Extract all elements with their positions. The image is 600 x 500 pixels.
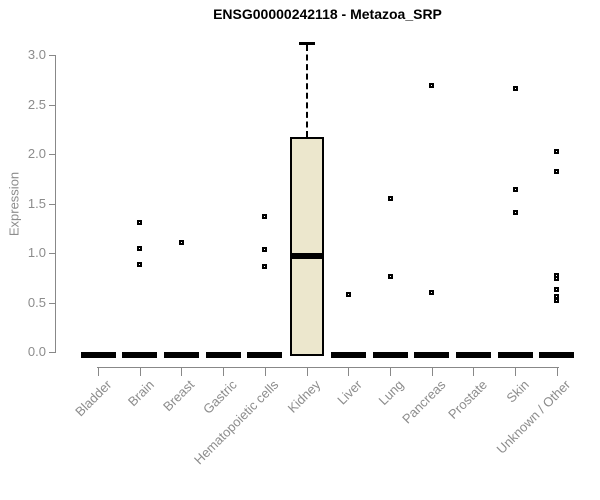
x-axis-line xyxy=(97,367,559,368)
x-category-label: Gastric xyxy=(199,377,240,417)
y-tick xyxy=(49,253,55,254)
y-tick xyxy=(49,154,55,155)
y-tick-label: 1.0 xyxy=(27,245,46,260)
outlier-point xyxy=(346,292,351,297)
x-tick xyxy=(432,367,433,376)
y-tick xyxy=(49,105,55,106)
y-tick xyxy=(49,352,55,353)
boxplot-zero-bar xyxy=(331,352,366,358)
outlier-point xyxy=(513,86,518,91)
y-tick xyxy=(49,204,55,205)
x-tick xyxy=(98,367,99,376)
y-tick xyxy=(49,55,55,56)
boxplot-median xyxy=(290,253,324,259)
outlier-point xyxy=(513,210,518,215)
x-tick xyxy=(223,367,224,376)
y-tick-label: 2.0 xyxy=(27,146,46,161)
x-tick xyxy=(390,367,391,376)
x-category-label: Prostate xyxy=(444,377,490,422)
boxplot-box xyxy=(290,137,324,356)
outlier-point xyxy=(554,287,559,292)
boxplot-zero-bar xyxy=(122,352,157,358)
chart-title: ENSG00000242118 - Metazoa_SRP xyxy=(213,6,442,22)
y-axis-label: Expression xyxy=(6,171,22,237)
boxplot-zero-bar xyxy=(456,352,491,358)
y-tick-label: 1.5 xyxy=(27,196,46,211)
boxplot-zero-bar xyxy=(498,352,533,358)
outlier-point xyxy=(554,276,559,281)
x-tick xyxy=(140,367,141,376)
outlier-point xyxy=(429,290,434,295)
outlier-point xyxy=(262,214,267,219)
boxplot-zero-bar xyxy=(81,352,116,358)
y-tick xyxy=(49,303,55,304)
y-tick-label: 3.0 xyxy=(27,47,46,62)
x-category-label: Lung xyxy=(375,377,407,409)
x-tick xyxy=(265,367,266,376)
x-category-label: Breast xyxy=(160,377,198,415)
outlier-point xyxy=(262,247,267,252)
y-tick-label: 0.0 xyxy=(27,344,46,359)
x-tick xyxy=(473,367,474,376)
boxplot-whisker xyxy=(306,45,308,137)
boxplot-zero-bar xyxy=(373,352,408,358)
x-category-label: Kidney xyxy=(284,377,324,416)
outlier-point xyxy=(137,246,142,251)
y-axis-line xyxy=(55,55,56,353)
boxplot-whisker-cap xyxy=(299,42,315,45)
boxplot-zero-bar xyxy=(164,352,199,358)
boxplot-zero-bar xyxy=(247,352,282,358)
x-tick xyxy=(515,367,516,376)
outlier-point xyxy=(554,149,559,154)
outlier-point xyxy=(137,262,142,267)
x-category-label: Liver xyxy=(334,377,365,408)
outlier-point xyxy=(137,220,142,225)
y-tick-label: 2.5 xyxy=(27,97,46,112)
outlier-point xyxy=(429,83,434,88)
x-tick xyxy=(557,367,558,376)
boxplot-zero-bar xyxy=(539,352,574,358)
boxplot-zero-bar xyxy=(414,352,449,358)
boxplot-zero-bar xyxy=(206,352,241,358)
x-category-label: Pancreas xyxy=(399,377,449,427)
x-category-label: Brain xyxy=(124,377,157,410)
outlier-point xyxy=(388,274,393,279)
outlier-point xyxy=(554,169,559,174)
x-category-label: Unknown / Other xyxy=(494,377,574,457)
outlier-point xyxy=(179,240,184,245)
outlier-point xyxy=(262,264,267,269)
x-tick xyxy=(307,367,308,376)
x-category-label: Skin xyxy=(503,377,532,406)
outlier-point xyxy=(554,298,559,303)
x-tick xyxy=(348,367,349,376)
outlier-point xyxy=(388,196,393,201)
x-tick xyxy=(181,367,182,376)
outlier-point xyxy=(513,187,518,192)
x-category-label: Bladder xyxy=(72,377,115,420)
y-tick-label: 0.5 xyxy=(27,295,46,310)
